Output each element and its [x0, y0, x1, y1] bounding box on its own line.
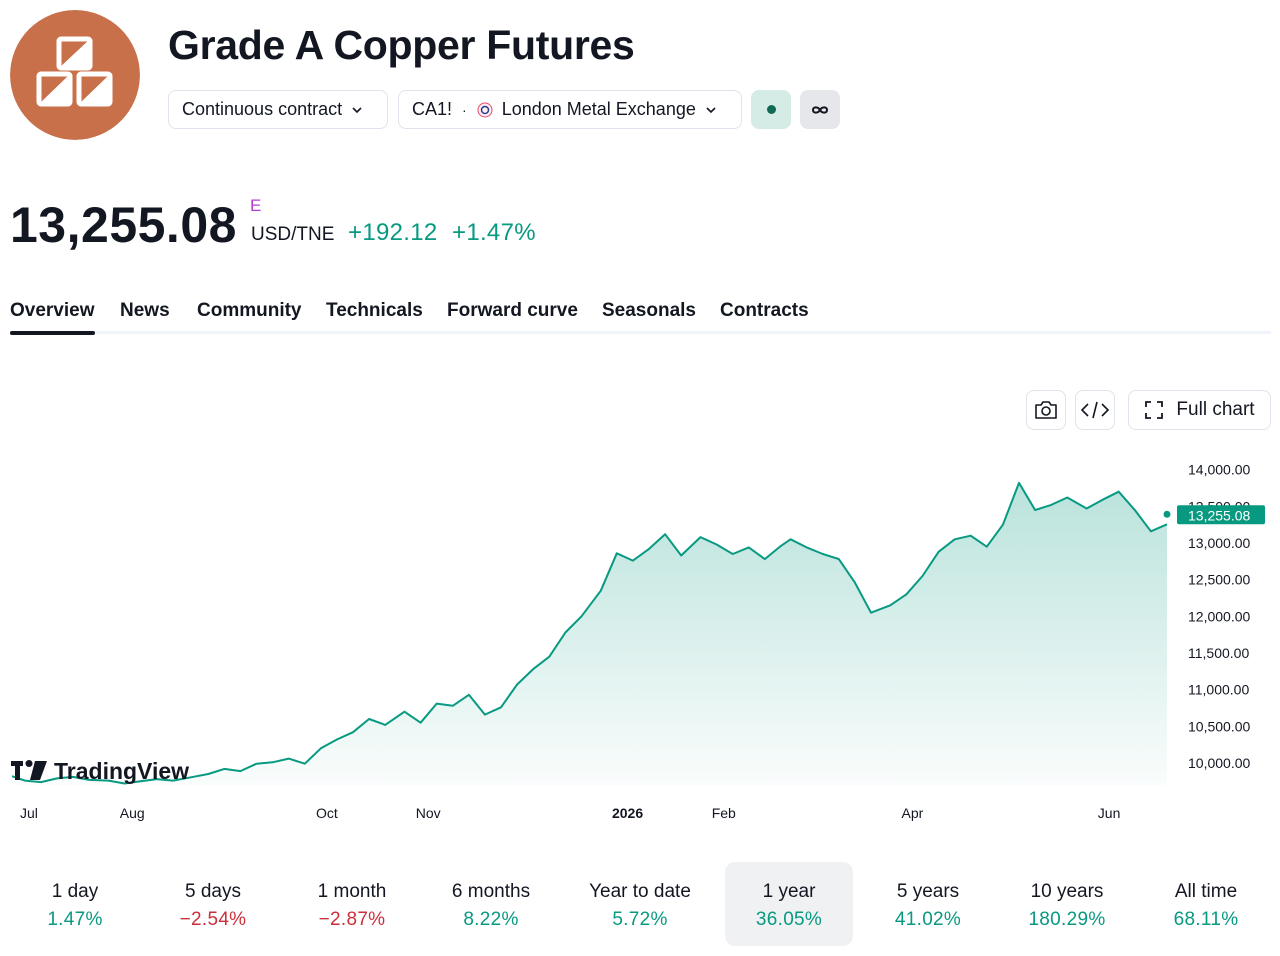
- infinity-icon: [811, 105, 829, 114]
- chevron-down-icon: [352, 106, 362, 113]
- period-label: 10 years: [1030, 881, 1104, 902]
- tab-contracts[interactable]: Contracts: [720, 300, 809, 321]
- page-title: Grade A Copper Futures: [168, 22, 635, 68]
- full-chart-button[interactable]: Full chart: [1128, 390, 1271, 430]
- last-price-badge: [1177, 505, 1265, 525]
- related-link-button[interactable]: [800, 90, 840, 129]
- exchange-selector[interactable]: CA1! · London Metal Exchange: [398, 90, 742, 129]
- symbol-logo: [10, 10, 140, 140]
- tab-overview[interactable]: Overview: [10, 300, 95, 335]
- price-flag: E: [250, 196, 262, 215]
- price-area-fill: [12, 482, 1167, 785]
- period-5-days[interactable]: 5 days −2.54%: [149, 862, 277, 946]
- exchange-logo-icon: [477, 102, 493, 117]
- x-axis-tick-label: Jul: [20, 805, 38, 821]
- period-label: 1 day: [51, 881, 99, 902]
- tab-technicals[interactable]: Technicals: [326, 300, 423, 321]
- market-open-dot-icon: [766, 105, 776, 114]
- period-1-month[interactable]: 1 month −2.87%: [288, 862, 416, 946]
- camera-icon: [1035, 401, 1057, 419]
- price-line: [11, 481, 1168, 785]
- full-chart-label: Full chart: [1176, 399, 1255, 420]
- period-value: 5.72%: [612, 909, 668, 930]
- period-value: 36.05%: [755, 909, 823, 930]
- period-value: −2.87%: [318, 909, 386, 930]
- symbol-label: CA1!: [412, 99, 453, 119]
- tradingview-watermark: TradingView: [11, 758, 189, 784]
- period-5-years[interactable]: 5 years 41.02%: [864, 862, 992, 946]
- y-axis-tick-label: 10,000.00: [1188, 755, 1250, 771]
- price-chart[interactable]: 14,000.0013,500.0013,000.0012,500.0012,0…: [0, 440, 1280, 830]
- y-axis-tick-label: 11,000.00: [1188, 682, 1249, 698]
- period-label: Year to date: [589, 881, 691, 902]
- fullscreen-icon: [1145, 401, 1164, 419]
- period-1-year[interactable]: 1 year 36.05%: [725, 862, 853, 946]
- period-label: 5 years: [896, 881, 960, 902]
- logo-background: [10, 10, 140, 140]
- section-tabs: Overview News Community Technicals Forwa…: [10, 300, 1271, 335]
- period-10-years[interactable]: 10 years 180.29%: [1003, 862, 1131, 946]
- period-label: 6 months: [451, 881, 531, 902]
- period-label: 1 month: [317, 881, 387, 902]
- tradingview-logo-icon: [11, 760, 47, 780]
- period-label: 5 days: [185, 881, 241, 902]
- x-axis-tick-label: Apr: [902, 805, 924, 821]
- period-label: All time: [1174, 881, 1238, 902]
- code-icon: [1080, 401, 1110, 419]
- y-axis-tick-label: 13,000.00: [1188, 535, 1250, 551]
- contract-selector[interactable]: Continuous contract: [168, 90, 388, 129]
- price-change: +192.12: [348, 219, 438, 246]
- period-value: 1.47%: [47, 909, 103, 930]
- last-price-badge-label: 13,255.08: [1188, 507, 1250, 523]
- x-axis-tick-label: Feb: [712, 805, 736, 821]
- period-value: 8.22%: [463, 909, 519, 930]
- snapshot-button[interactable]: [1026, 390, 1066, 430]
- period-1-day[interactable]: 1 day 1.47%: [11, 862, 139, 946]
- tab-forward-curve[interactable]: Forward curve: [447, 300, 578, 321]
- embed-button[interactable]: [1075, 390, 1115, 430]
- x-axis-tick-label: 2026: [612, 805, 643, 821]
- x-axis-tick-label: Aug: [120, 805, 145, 821]
- x-axis-tick-label: Nov: [416, 805, 441, 821]
- currency-unit: USD/TNE: [251, 224, 335, 245]
- performance-periods: 1 day 1.47% 5 days −2.54% 1 month −2.87% 6 mon…: [0, 860, 1280, 948]
- period-value: 41.02%: [894, 909, 962, 930]
- last-price: 13,255.08: [10, 197, 237, 253]
- y-axis-tick-label: 11,500.00: [1188, 645, 1249, 661]
- y-axis-tick-label: 14,000.00: [1188, 462, 1250, 478]
- x-axis-tick-label: Oct: [316, 805, 338, 821]
- y-axis-tick-label: 12,000.00: [1188, 608, 1250, 624]
- watermark-text: TradingView: [54, 758, 189, 784]
- period-year-to-date[interactable]: Year to date 5.72%: [576, 862, 704, 946]
- tab-seasonals[interactable]: Seasonals: [602, 300, 696, 321]
- y-axis-tick-label: 12,500.00: [1188, 572, 1250, 588]
- exchange-label: London Metal Exchange: [501, 99, 696, 119]
- period-all-time[interactable]: All time 68.11%: [1142, 862, 1270, 946]
- period-value: 68.11%: [1173, 909, 1239, 930]
- contract-selector-label: Continuous contract: [182, 99, 343, 119]
- period-label: 1 year: [762, 881, 816, 902]
- period-6-months[interactable]: 6 months 8.22%: [427, 862, 555, 946]
- market-status-button[interactable]: [751, 90, 791, 129]
- period-value: −2.54%: [179, 909, 247, 930]
- tab-news[interactable]: News: [120, 300, 170, 321]
- tab-community[interactable]: Community: [197, 300, 302, 321]
- last-price-marker: [1163, 510, 1171, 518]
- price-change-percent: +1.47%: [452, 219, 536, 246]
- period-value: 180.29%: [1028, 909, 1106, 930]
- x-axis-tick-label: Jun: [1098, 805, 1121, 821]
- y-axis-tick-label: 10,500.00: [1188, 718, 1250, 734]
- chevron-down-icon: [706, 106, 716, 113]
- separator-dot: ·: [462, 101, 467, 118]
